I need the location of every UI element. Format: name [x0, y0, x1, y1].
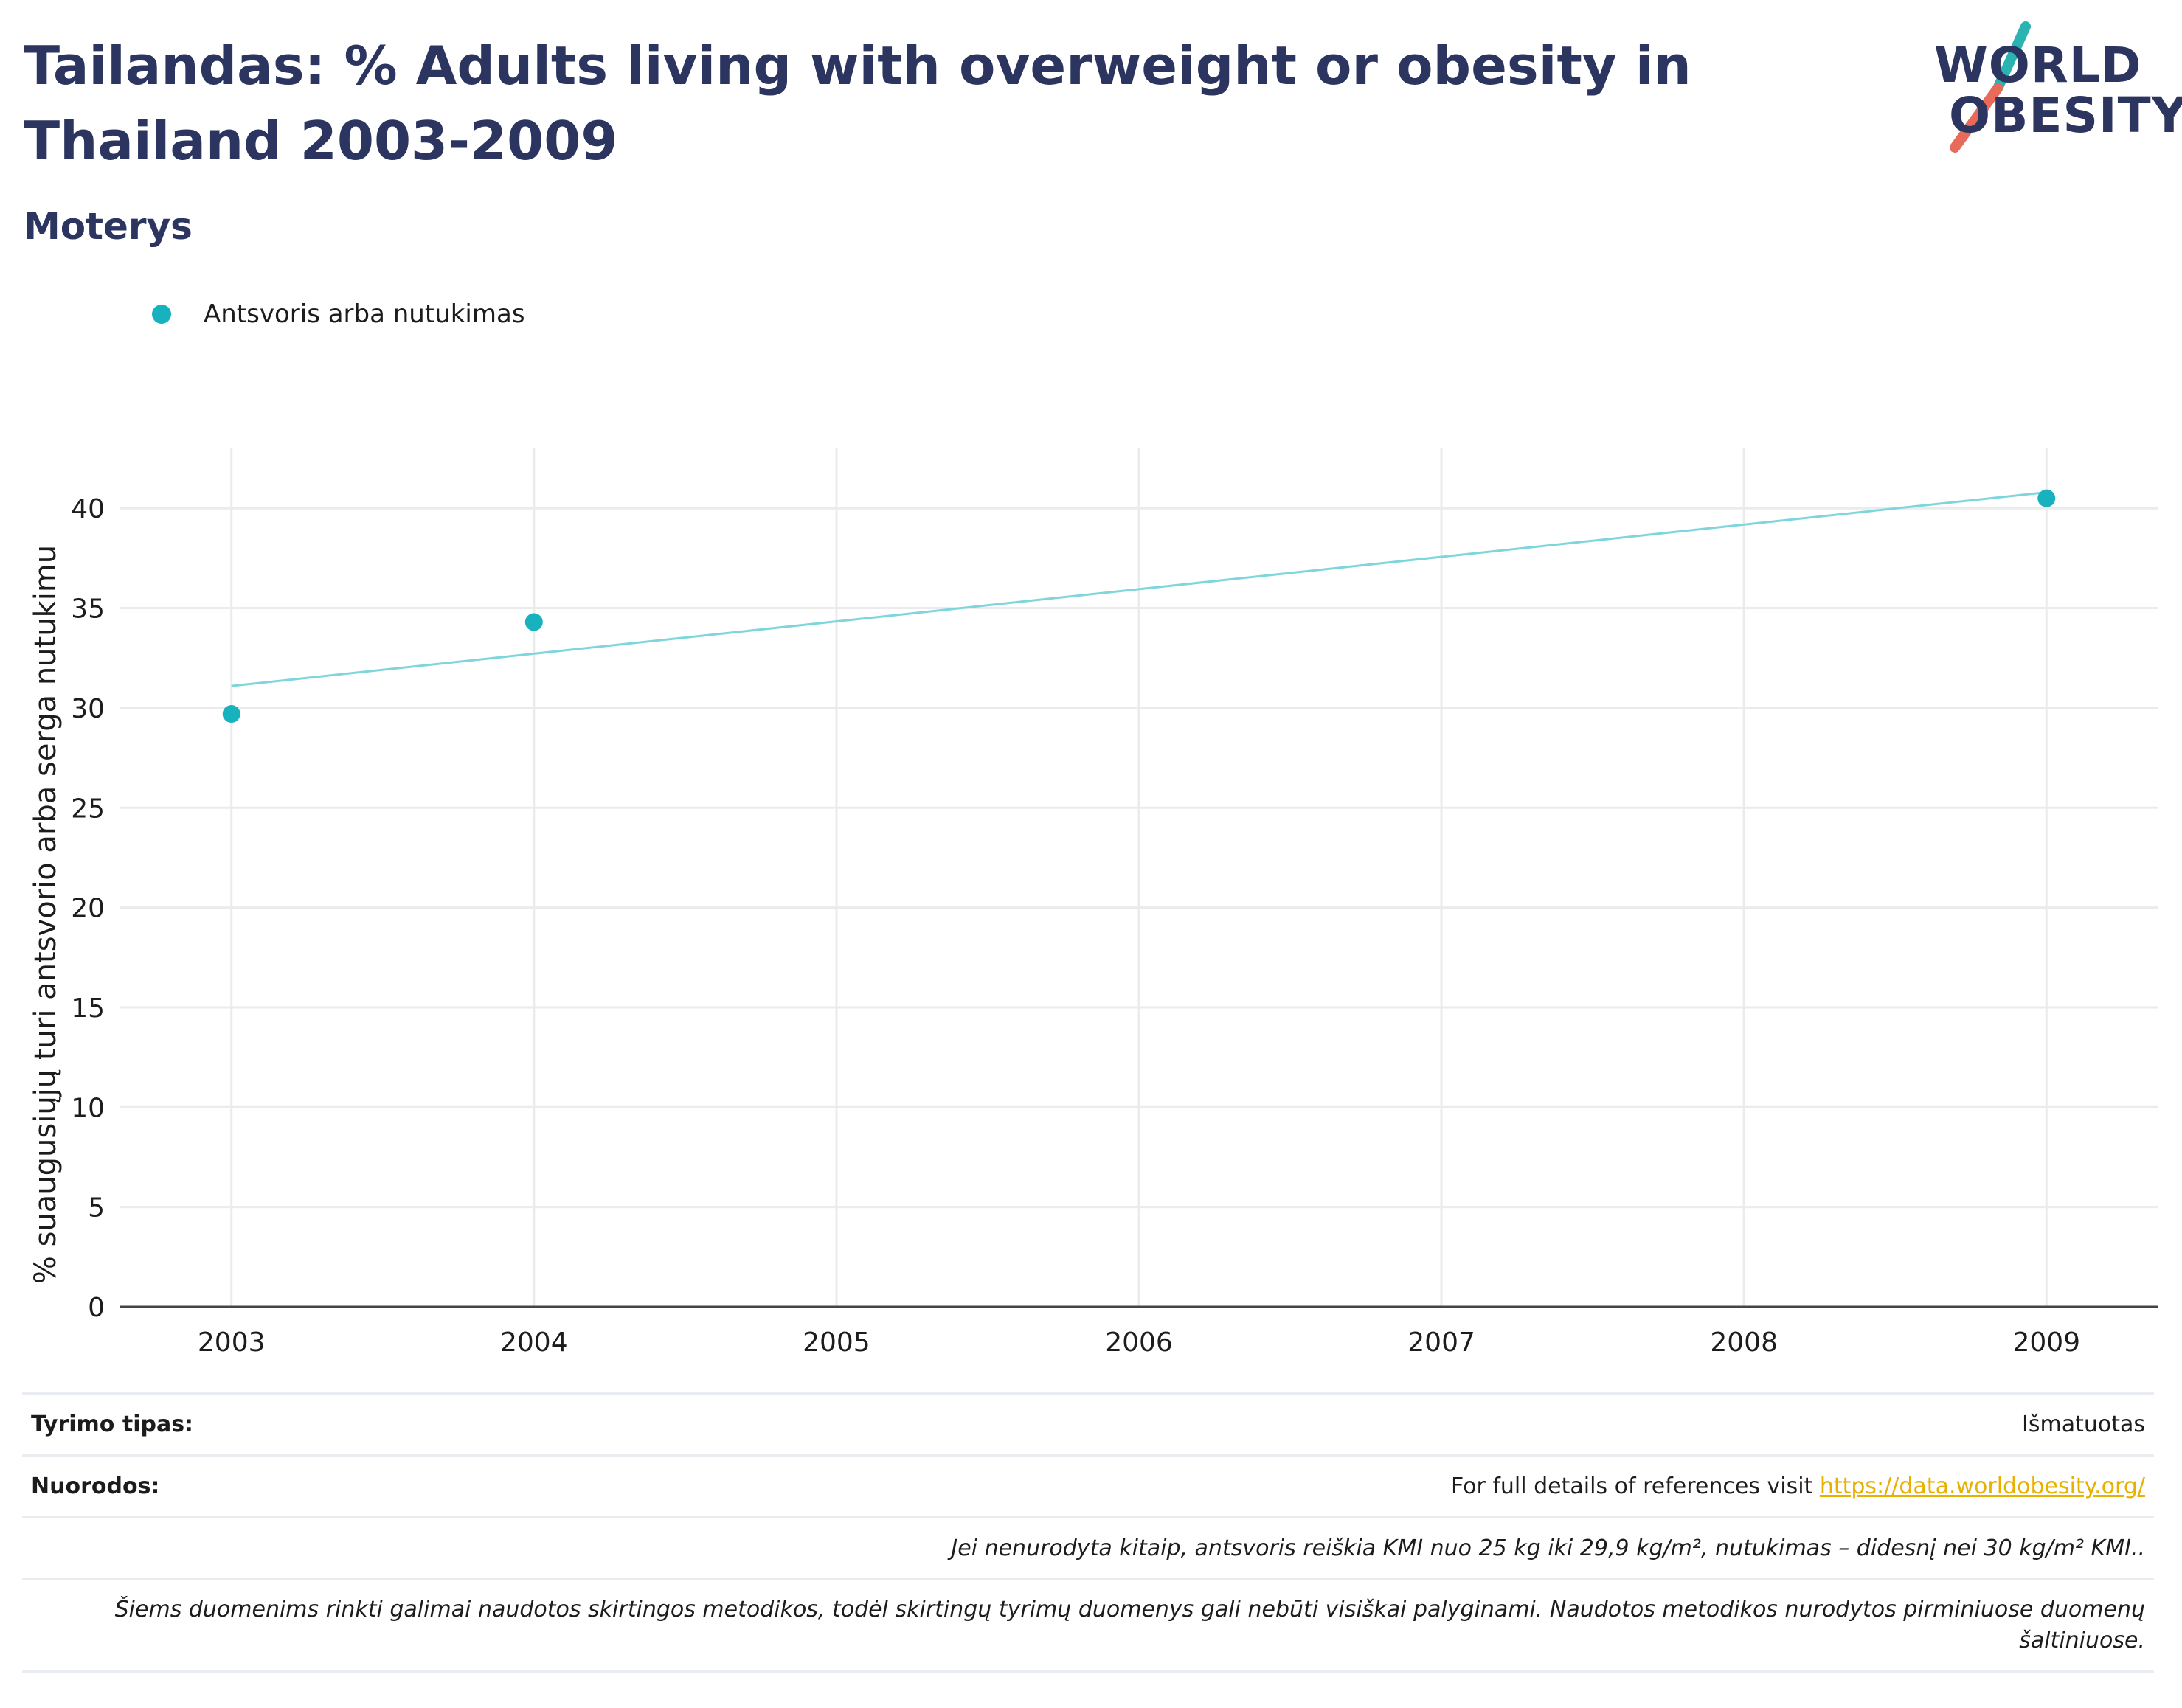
logo-slash-icon [1950, 21, 2031, 153]
x-tick-label: 2005 [803, 1327, 870, 1358]
grid-lines [120, 448, 2158, 1307]
chart-title: Tailandas: % Adults living with overweig… [24, 35, 1691, 172]
y-tick-label: 40 [71, 494, 105, 524]
references-link[interactable]: https://data.worldobesity.org/ [1819, 1473, 2145, 1499]
y-tick-label: 25 [71, 794, 105, 824]
logo-text-world: WORLD [1934, 37, 2142, 94]
y-tick-label: 0 [88, 1293, 105, 1323]
y-tick-label: 10 [71, 1093, 105, 1123]
methods-note: Šiems duomenims rinkti galimai naudotos … [114, 1597, 2145, 1653]
x-tick-label: 2006 [1105, 1327, 1173, 1358]
x-tick-label: 2003 [198, 1327, 266, 1358]
logo-text-obesity: OBESITY [1949, 87, 2182, 144]
data-point[interactable] [222, 705, 240, 723]
chart-subtitle: Moterys [24, 205, 193, 248]
chart-footer: Tyrimo tipas: Išmatuotas Nuorodos: For f… [22, 1392, 2154, 1673]
x-tick-label: 2007 [1407, 1327, 1475, 1358]
footer-row-note-bmi: Jei nenurodyta kitaip, antsvoris reiškia… [22, 1516, 2154, 1578]
x-tick-label: 2004 [500, 1327, 568, 1358]
world-obesity-logo: WORLD OBESITY [1924, 21, 2182, 153]
footer-row-note-methods: Šiems duomenims rinkti galimai naudotos … [22, 1578, 2154, 1673]
legend-label: Antsvoris arba nutukimas [204, 299, 525, 329]
footer-row-survey-type: Tyrimo tipas: Išmatuotas [22, 1392, 2154, 1454]
y-axis-label: % suaugusiųjų turi antsvorio arba serga … [29, 544, 63, 1285]
survey-type-label: Tyrimo tipas: [31, 1412, 194, 1437]
footer-row-references: Nuorodos: For full details of references… [22, 1454, 2154, 1516]
y-tick-label: 15 [71, 993, 105, 1024]
references-value: For full details of references visit htt… [1451, 1473, 2145, 1499]
legend[interactable]: Antsvoris arba nutukimas [152, 296, 525, 332]
data-points [222, 489, 2056, 723]
x-tick-label: 2008 [1710, 1327, 1778, 1358]
references-label: Nuorodos: [31, 1473, 160, 1499]
survey-type-value: Išmatuotas [2022, 1412, 2145, 1437]
y-tick-label: 35 [71, 594, 105, 625]
data-point[interactable] [2037, 489, 2056, 507]
references-text: For full details of references visit [1450, 1473, 1820, 1499]
legend-marker [152, 305, 171, 324]
bmi-note: Jei nenurodyta kitaip, antsvoris reiškia… [951, 1535, 2145, 1561]
x-axis-ticks: 2003 2004 2005 2006 2007 2008 2009 [198, 1327, 2080, 1358]
y-tick-label: 30 [71, 694, 105, 724]
y-tick-label: 5 [88, 1193, 105, 1223]
data-point[interactable] [524, 613, 543, 631]
y-tick-label: 20 [71, 894, 105, 924]
x-tick-label: 2009 [2012, 1327, 2080, 1358]
trend-line [231, 491, 2047, 687]
y-axis-ticks: 0 5 10 15 20 25 30 35 40 [71, 494, 105, 1323]
